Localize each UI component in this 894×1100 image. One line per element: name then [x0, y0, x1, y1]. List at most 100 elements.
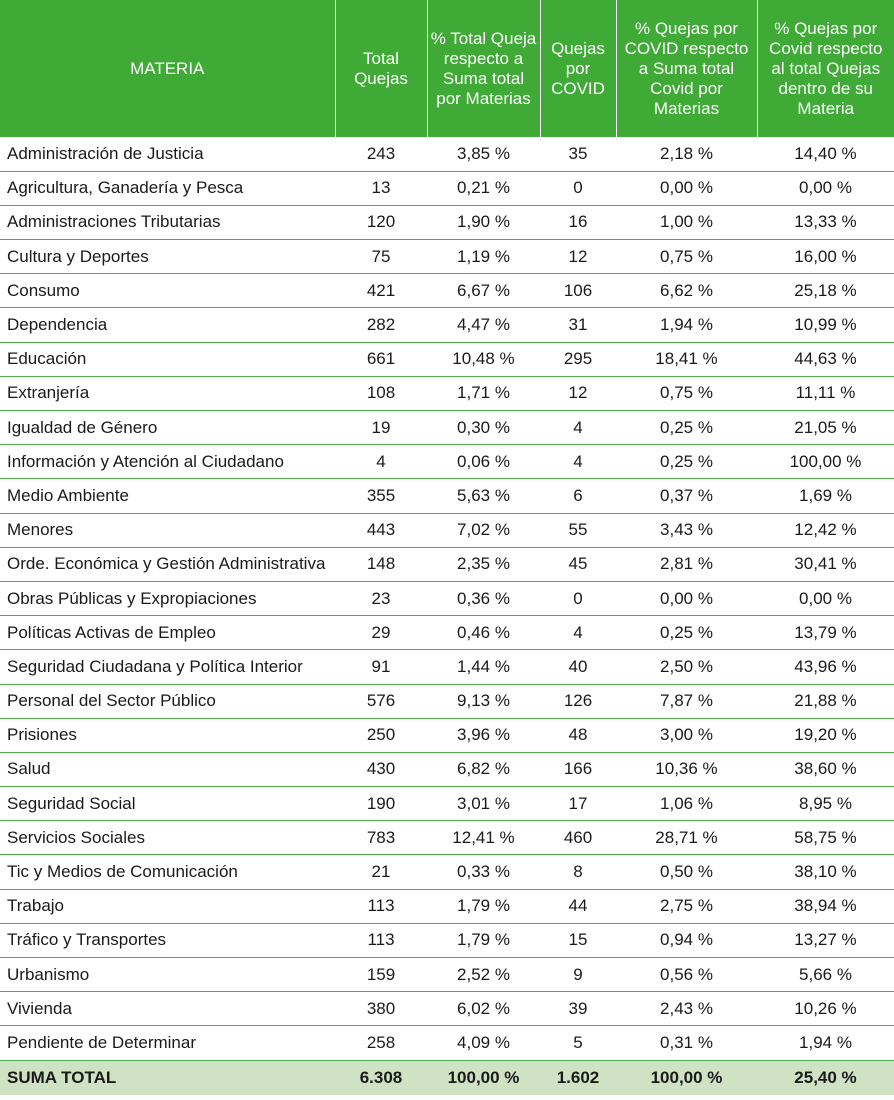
table-row: Extranjería 108 1,71 % 12 0,75 % 11,11 %: [0, 376, 894, 412]
cell-pct-covid: 0,37 %: [616, 478, 757, 514]
cell-quejas-covid: 17: [540, 786, 616, 822]
cell-total-quejas: 190: [335, 786, 427, 822]
cell-pct-total: 0,36 %: [427, 581, 540, 617]
table-row: Consumo 421 6,67 % 106 6,62 % 25,18 %: [0, 273, 894, 309]
cell-pct-covid: 6,62 %: [616, 273, 757, 309]
cell-total-quejas: 783: [335, 820, 427, 856]
cell-pct-covid: 3,00 %: [616, 718, 757, 753]
cell-pct-covid: 2,81 %: [616, 547, 757, 582]
cell-pct-total: 9,13 %: [427, 684, 540, 719]
cell-pct-covid: 18,41 %: [616, 342, 757, 377]
cell-total-quejas: 159: [335, 957, 427, 993]
cell-pct-total: 1,79 %: [427, 889, 540, 924]
cell-quejas-covid: 4: [540, 615, 616, 651]
cell-pct-total: 5,63 %: [427, 478, 540, 514]
header-pct-covid-materia: % Quejas por Covid respecto al total Que…: [757, 0, 894, 137]
cell-pct-materia: 38,60 %: [757, 752, 894, 788]
cell-pct-total: 2,52 %: [427, 957, 540, 993]
cell-pct-total: 4,09 %: [427, 1025, 540, 1061]
cell-pct-materia: 43,96 %: [757, 649, 894, 685]
table-row: Igualdad de Género 19 0,30 % 4 0,25 % 21,05 %: [0, 410, 894, 446]
total-label: SUMA TOTAL: [0, 1059, 335, 1096]
cell-pct-covid: 0,31 %: [616, 1025, 757, 1061]
table-row: Seguridad Ciudadana y Política Interior 9…: [0, 649, 894, 685]
cell-materia: Orde. Económica y Gestión Administrativa: [0, 547, 335, 582]
cell-quejas-covid: 39: [540, 991, 616, 1027]
cell-pct-total: 1,90 %: [427, 205, 540, 241]
cell-materia: Tic y Medios de Comunicación: [0, 854, 335, 890]
total-pct-covid-value: 100,00 %: [616, 1059, 757, 1096]
header-row: MATERIA Total Quejas % Total Queja respe…: [0, 0, 894, 137]
cell-pct-materia: 13,33 %: [757, 205, 894, 241]
cell-materia: Seguridad Social: [0, 786, 335, 822]
cell-pct-materia: 10,99 %: [757, 307, 894, 343]
cell-pct-materia: 12,42 %: [757, 513, 894, 548]
cell-total-quejas: 430: [335, 752, 427, 788]
table-footer: SUMA TOTAL 6.308 100,00 % 1.602 100,00 %…: [0, 1059, 894, 1096]
cell-quejas-covid: 12: [540, 376, 616, 412]
cell-materia: Vivienda: [0, 991, 335, 1027]
cell-pct-covid: 0,75 %: [616, 376, 757, 412]
cell-materia: Información y Atención al Ciudadano: [0, 444, 335, 480]
cell-total-quejas: 113: [335, 923, 427, 959]
cell-pct-covid: 2,50 %: [616, 649, 757, 685]
cell-pct-total: 3,01 %: [427, 786, 540, 822]
cell-total-quejas: 443: [335, 513, 427, 548]
cell-quejas-covid: 4: [540, 444, 616, 480]
cell-total-quejas: 108: [335, 376, 427, 412]
cell-total-quejas: 243: [335, 137, 427, 172]
table-header: MATERIA Total Quejas % Total Queja respe…: [0, 0, 894, 137]
cell-pct-materia: 100,00 %: [757, 444, 894, 480]
cell-pct-materia: 14,40 %: [757, 137, 894, 172]
cell-total-quejas: 23: [335, 581, 427, 617]
header-total-quejas: Total Quejas: [335, 0, 428, 137]
cell-total-quejas: 113: [335, 889, 427, 924]
total-pct-value: 100,00 %: [427, 1059, 540, 1096]
cell-total-quejas: 21: [335, 854, 427, 890]
cell-total-quejas: 250: [335, 718, 427, 753]
cell-materia: Salud: [0, 752, 335, 788]
table-row: Personal del Sector Público 576 9,13 % 126 7…: [0, 684, 894, 719]
cell-quejas-covid: 0: [540, 171, 616, 206]
cell-pct-covid: 2,75 %: [616, 889, 757, 924]
cell-pct-covid: 2,18 %: [616, 137, 757, 172]
cell-pct-covid: 0,25 %: [616, 444, 757, 480]
cell-quejas-covid: 55: [540, 513, 616, 548]
cell-pct-covid: 10,36 %: [616, 752, 757, 788]
total-row: SUMA TOTAL 6.308 100,00 % 1.602 100,00 %…: [0, 1059, 894, 1096]
cell-pct-materia: 38,94 %: [757, 889, 894, 924]
table-row: Trabajo 113 1,79 % 44 2,75 % 38,94 %: [0, 889, 894, 924]
cell-quejas-covid: 44: [540, 889, 616, 924]
cell-pct-total: 1,79 %: [427, 923, 540, 959]
cell-pct-covid: 0,75 %: [616, 239, 757, 275]
table-row: Medio Ambiente 355 5,63 % 6 0,37 % 1,69 %: [0, 478, 894, 514]
cell-pct-materia: 8,95 %: [757, 786, 894, 822]
cell-total-quejas: 380: [335, 991, 427, 1027]
cell-pct-total: 3,85 %: [427, 137, 540, 172]
cell-pct-materia: 21,05 %: [757, 410, 894, 446]
cell-pct-covid: 0,00 %: [616, 171, 757, 206]
cell-total-quejas: 355: [335, 478, 427, 514]
cell-materia: Pendiente de Determinar: [0, 1025, 335, 1061]
cell-quejas-covid: 166: [540, 752, 616, 788]
cell-quejas-covid: 295: [540, 342, 616, 377]
cell-pct-total: 7,02 %: [427, 513, 540, 548]
cell-quejas-covid: 12: [540, 239, 616, 275]
cell-total-quejas: 13: [335, 171, 427, 206]
cell-pct-materia: 1,69 %: [757, 478, 894, 514]
cell-total-quejas: 148: [335, 547, 427, 582]
cell-pct-covid: 0,94 %: [616, 923, 757, 959]
cell-total-quejas: 661: [335, 342, 427, 377]
cell-pct-materia: 0,00 %: [757, 171, 894, 206]
cell-pct-materia: 38,10 %: [757, 854, 894, 890]
cell-materia: Agricultura, Ganadería y Pesca: [0, 171, 335, 206]
table-row: Educación 661 10,48 % 295 18,41 % 44,63 %: [0, 342, 894, 377]
cell-materia: Servicios Sociales: [0, 820, 335, 856]
table-row: Administración de Justicia 243 3,85 % 35 2,1…: [0, 137, 894, 172]
cell-pct-total: 1,44 %: [427, 649, 540, 685]
table-row: Seguridad Social 190 3,01 % 17 1,06 % 8,95 %: [0, 786, 894, 822]
cell-pct-covid: 0,00 %: [616, 581, 757, 617]
cell-pct-materia: 30,41 %: [757, 547, 894, 582]
cell-materia: Educación: [0, 342, 335, 377]
cell-pct-total: 0,21 %: [427, 171, 540, 206]
